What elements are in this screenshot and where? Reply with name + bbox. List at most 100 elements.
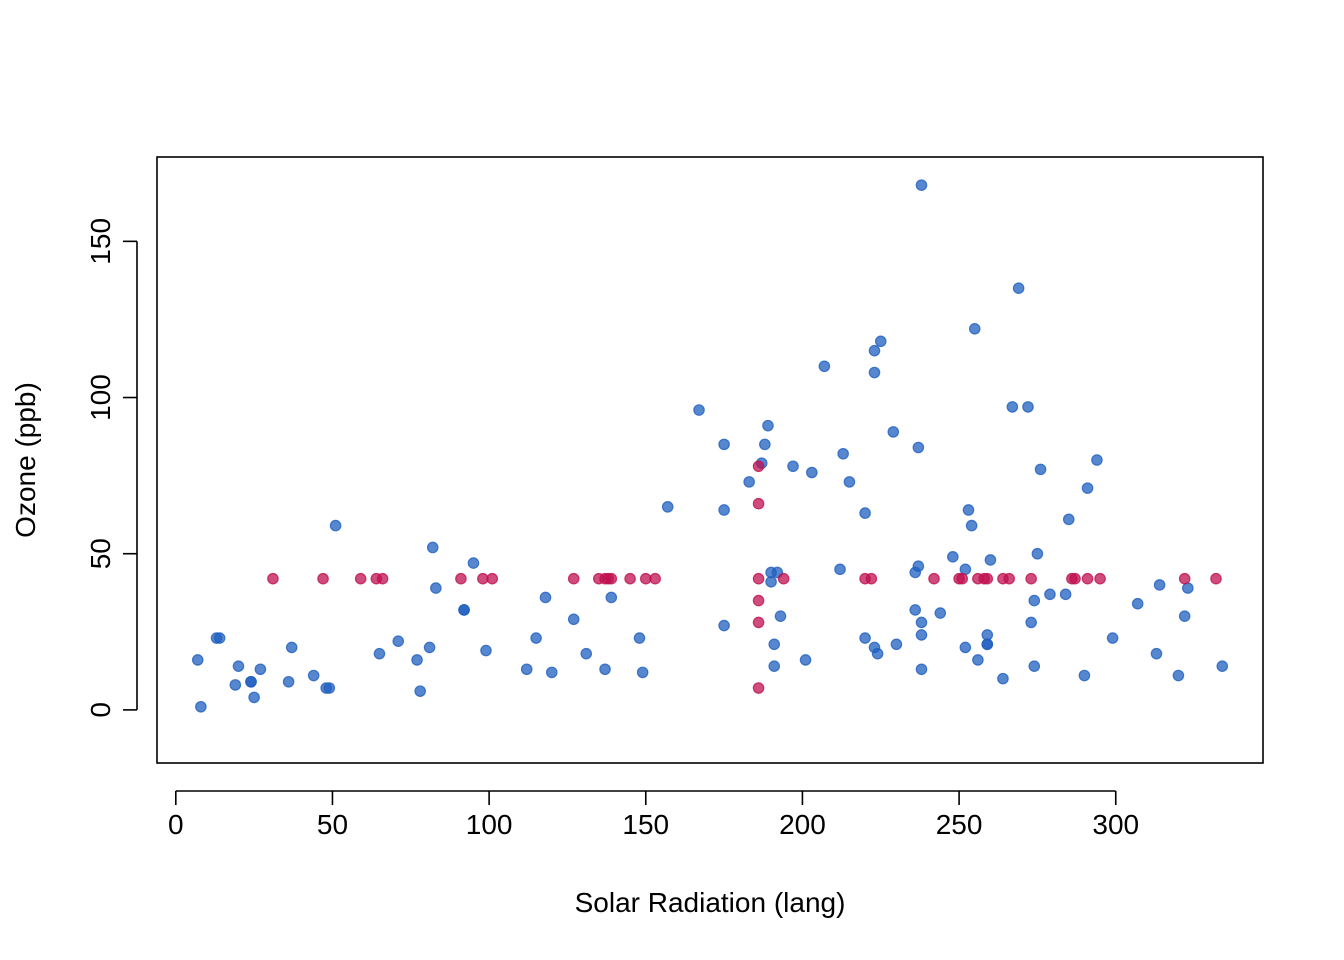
observed-point bbox=[859, 507, 871, 519]
observed-point bbox=[1078, 669, 1091, 682]
observed-point bbox=[997, 672, 1009, 685]
imputed-point bbox=[865, 572, 878, 585]
observed-point bbox=[254, 663, 267, 676]
observed-point bbox=[968, 323, 981, 335]
imputed-point bbox=[1210, 572, 1222, 585]
observed-point bbox=[915, 179, 928, 191]
observed-point bbox=[915, 616, 928, 629]
imputed-point bbox=[605, 572, 618, 585]
observed-point bbox=[580, 647, 593, 660]
imputed-point bbox=[1081, 572, 1094, 585]
observed-point bbox=[1178, 610, 1191, 622]
imputed-point bbox=[752, 497, 765, 510]
observed-point bbox=[965, 519, 978, 532]
x-tick-label: 0 bbox=[168, 809, 184, 840]
observed-point bbox=[307, 669, 320, 682]
imputed-point bbox=[486, 572, 499, 585]
observed-point bbox=[1081, 482, 1094, 494]
observed-point bbox=[195, 700, 207, 713]
observed-point bbox=[1150, 647, 1163, 660]
imputed-point bbox=[752, 460, 765, 473]
x-tick-label: 250 bbox=[936, 809, 983, 840]
observed-point bbox=[1216, 660, 1229, 672]
imputed-point bbox=[624, 572, 636, 585]
observed-point bbox=[759, 438, 771, 451]
observed-point bbox=[868, 366, 881, 379]
imputed-point bbox=[354, 572, 367, 585]
observed-point bbox=[743, 476, 755, 488]
x-axis-label: Solar Radiation (lang) bbox=[575, 887, 846, 918]
observed-point bbox=[1091, 454, 1103, 466]
observed-point bbox=[837, 447, 849, 460]
y-tick-label: 100 bbox=[85, 374, 116, 421]
observed-point bbox=[806, 466, 818, 479]
observed-point bbox=[636, 666, 649, 679]
x-tick-label: 50 bbox=[317, 809, 348, 840]
observed-point bbox=[859, 632, 871, 644]
observed-point bbox=[1062, 513, 1075, 526]
observed-point bbox=[661, 501, 674, 513]
observed-point bbox=[909, 604, 922, 616]
observed-point bbox=[874, 335, 887, 348]
observed-point bbox=[633, 632, 646, 644]
y-tick-label: 0 bbox=[85, 702, 116, 718]
observed-point bbox=[834, 563, 846, 576]
observed-point bbox=[718, 504, 730, 516]
imputed-point bbox=[567, 572, 580, 585]
observed-point bbox=[887, 426, 900, 438]
x-tick-label: 300 bbox=[1092, 809, 1139, 840]
observed-point bbox=[1028, 660, 1041, 672]
observed-point bbox=[912, 441, 925, 454]
observed-point bbox=[539, 591, 552, 604]
observed-point bbox=[426, 541, 439, 554]
observed-point bbox=[774, 610, 787, 622]
observed-point bbox=[329, 519, 342, 532]
imputed-point bbox=[752, 682, 765, 694]
observed-point bbox=[373, 647, 386, 660]
imputed-point bbox=[1025, 572, 1037, 585]
imputed-point bbox=[956, 572, 969, 585]
observed-point bbox=[245, 675, 257, 688]
observed-point bbox=[915, 663, 928, 676]
observed-point bbox=[1028, 594, 1041, 607]
observed-point bbox=[213, 632, 226, 644]
observed-point bbox=[248, 691, 260, 704]
imputed-point bbox=[752, 594, 765, 607]
observed-point bbox=[962, 504, 975, 516]
observed-point bbox=[285, 641, 298, 654]
imputed-point bbox=[376, 572, 389, 585]
observed-point bbox=[411, 654, 423, 666]
observed-point bbox=[868, 344, 881, 357]
observed-point bbox=[323, 682, 336, 694]
x-tick-label: 100 bbox=[466, 809, 513, 840]
x-axis: 0 50 100 150 200 250 300 bbox=[168, 790, 1139, 840]
observed-point bbox=[414, 685, 426, 697]
imputed-point bbox=[752, 572, 765, 585]
observed-point bbox=[1012, 282, 1025, 294]
observed-point bbox=[191, 654, 204, 666]
observed-point bbox=[282, 675, 295, 688]
observed-point bbox=[915, 629, 928, 641]
observed-point bbox=[1006, 401, 1019, 413]
observed-point bbox=[984, 554, 997, 566]
imputed-point bbox=[1094, 572, 1106, 585]
observed-point bbox=[787, 460, 799, 473]
observed-point bbox=[912, 560, 925, 573]
observed-point bbox=[1059, 588, 1072, 601]
observed-point bbox=[530, 632, 542, 644]
observed-point bbox=[718, 619, 730, 632]
x-tick-label: 150 bbox=[622, 809, 669, 840]
observed-point bbox=[480, 644, 492, 657]
observed-point bbox=[599, 663, 611, 676]
observed-point bbox=[718, 438, 730, 451]
observed-point bbox=[972, 654, 984, 666]
imputed-point bbox=[317, 572, 329, 585]
observed-point bbox=[232, 660, 245, 672]
y-tick-label: 50 bbox=[85, 538, 116, 569]
observed-point bbox=[1031, 547, 1044, 560]
observed-point bbox=[1034, 463, 1047, 476]
observed-point bbox=[1172, 669, 1185, 682]
imputed-point bbox=[455, 572, 467, 585]
observed-point bbox=[1131, 597, 1144, 610]
